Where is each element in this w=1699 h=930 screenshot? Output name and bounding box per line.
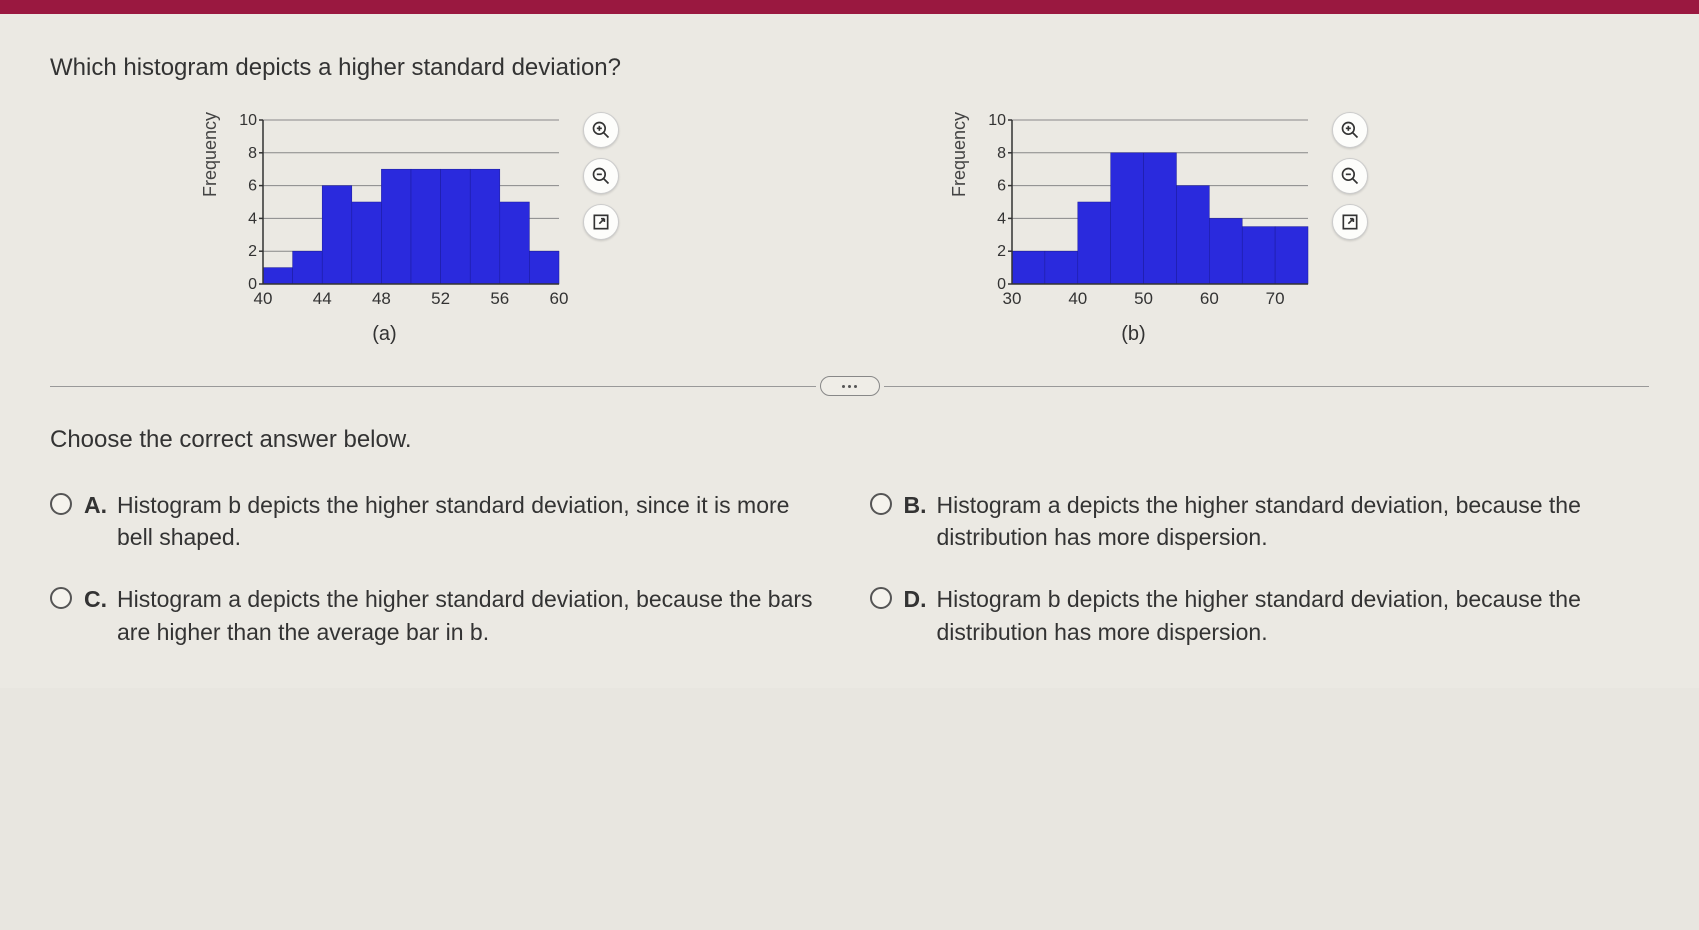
zoom-out-icon[interactable] [1332, 158, 1368, 194]
chart-b-block: Frequency 02468103040506070 [949, 112, 1318, 346]
option-d-text: Histogram b depicts the higher standard … [937, 583, 1650, 647]
zoom-out-icon[interactable] [583, 158, 619, 194]
header-bar [0, 0, 1699, 14]
option-c-letter: C. [84, 583, 107, 647]
chart-b: 02468103040506070 [978, 112, 1318, 312]
options-grid: A. Histogram b depicts the higher standa… [50, 489, 1649, 648]
chart-a-controls [583, 112, 619, 240]
more-icon[interactable] [820, 376, 880, 396]
svg-text:4: 4 [248, 210, 257, 227]
expand-icon[interactable] [583, 204, 619, 240]
zoom-in-icon[interactable] [583, 112, 619, 148]
svg-text:6: 6 [997, 178, 1006, 195]
chart-b-caption: (b) [949, 323, 1318, 346]
option-c-text: Histogram a depicts the higher standard … [117, 583, 830, 647]
svg-text:60: 60 [550, 289, 569, 308]
svg-text:8: 8 [997, 145, 1006, 162]
svg-text:8: 8 [248, 145, 257, 162]
svg-text:10: 10 [239, 112, 257, 129]
svg-text:52: 52 [431, 289, 450, 308]
svg-text:10: 10 [988, 112, 1006, 129]
option-b[interactable]: B. Histogram a depicts the higher standa… [870, 489, 1650, 553]
svg-text:56: 56 [490, 289, 509, 308]
chart-b-ylabel: Frequency [949, 112, 970, 247]
chart-a-block: Frequency 0246810404448525660 [200, 112, 569, 346]
expand-icon[interactable] [1332, 204, 1368, 240]
svg-text:60: 60 [1200, 289, 1219, 308]
choose-prompt: Choose the correct answer below. [50, 426, 1649, 454]
svg-text:30: 30 [1003, 289, 1022, 308]
svg-text:40: 40 [1068, 289, 1087, 308]
option-c[interactable]: C. Histogram a depicts the higher standa… [50, 583, 830, 647]
svg-text:6: 6 [248, 178, 257, 195]
chart-a-ylabel: Frequency [200, 112, 221, 247]
divider [50, 376, 1649, 396]
svg-text:48: 48 [372, 289, 391, 308]
option-a[interactable]: A. Histogram b depicts the higher standa… [50, 489, 830, 553]
chart-a: 0246810404448525660 [229, 112, 569, 312]
chart-a-caption: (a) [200, 323, 569, 346]
radio-c[interactable] [50, 587, 72, 609]
option-a-letter: A. [84, 489, 107, 553]
option-b-letter: B. [904, 489, 927, 553]
svg-text:4: 4 [997, 210, 1006, 227]
option-d-letter: D. [904, 583, 927, 647]
radio-d[interactable] [870, 587, 892, 609]
radio-a[interactable] [50, 493, 72, 515]
svg-text:70: 70 [1266, 289, 1285, 308]
zoom-in-icon[interactable] [1332, 112, 1368, 148]
divider-line [50, 386, 816, 387]
option-d[interactable]: D. Histogram b depicts the higher standa… [870, 583, 1650, 647]
option-b-text: Histogram a depicts the higher standard … [937, 489, 1650, 553]
chart-b-controls [1332, 112, 1368, 240]
svg-text:50: 50 [1134, 289, 1153, 308]
question-panel: Which histogram depicts a higher standar… [0, 14, 1699, 688]
divider-line [884, 386, 1650, 387]
option-a-text: Histogram b depicts the higher standard … [117, 489, 830, 553]
svg-text:44: 44 [313, 289, 332, 308]
svg-text:40: 40 [254, 289, 273, 308]
svg-text:2: 2 [997, 243, 1006, 260]
svg-text:2: 2 [248, 243, 257, 260]
question-text: Which histogram depicts a higher standar… [50, 54, 1649, 82]
radio-b[interactable] [870, 493, 892, 515]
charts-row: Frequency 0246810404448525660 [200, 112, 1649, 346]
